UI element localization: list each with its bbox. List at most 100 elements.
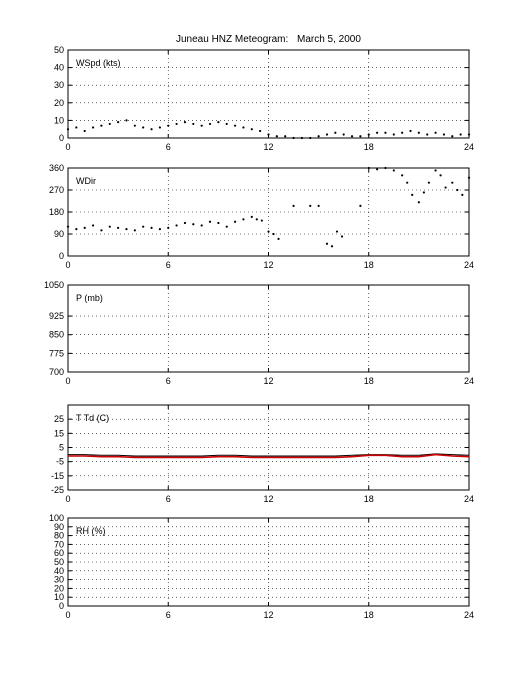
data-point: [255, 218, 258, 221]
data-point: [192, 223, 195, 226]
y-tick-label: 60: [54, 548, 64, 558]
x-tick-label: 6: [166, 494, 171, 504]
data-point: [292, 204, 295, 207]
data-point: [444, 186, 447, 189]
panel-label: P (mb): [76, 293, 103, 303]
y-tick-label: -5: [56, 457, 64, 467]
y-tick-label: 50: [54, 557, 64, 567]
y-tick-label: 180: [49, 207, 64, 217]
data-point: [233, 220, 237, 223]
x-tick-label: 0: [65, 142, 70, 152]
x-tick-label: 18: [364, 494, 374, 504]
x-tick-label: 24: [464, 260, 474, 270]
y-tick-label: 100: [49, 513, 64, 523]
chart-date: March 5, 2000: [297, 34, 361, 45]
panel-4: -25 -15 -5 5 15 25 0 6 12 18 24 T Td (C): [51, 404, 474, 504]
data-point: [167, 226, 170, 229]
y-tick-label: 10: [54, 592, 64, 602]
data-point: [309, 136, 312, 140]
data-point: [467, 133, 471, 136]
y-tick-label: 20: [54, 98, 64, 108]
series-line-1: [68, 453, 470, 457]
data-point: [167, 124, 170, 127]
data-point: [284, 135, 287, 138]
series-line-2: [68, 453, 470, 459]
data-point: [175, 122, 178, 126]
y-tick-label: 360: [49, 163, 64, 173]
chart-title: Juneau HNZ Meteogram:: [176, 34, 288, 45]
y-tick-label: 270: [49, 185, 64, 195]
data-point: [208, 122, 212, 126]
data-point: [217, 121, 220, 124]
data-point: [75, 228, 78, 231]
data-point: [272, 232, 275, 236]
y-tick-label: 70: [54, 539, 64, 549]
data-point: [367, 133, 370, 136]
data-point: [330, 245, 334, 248]
x-tick-label: 12: [263, 142, 273, 152]
data-point: [108, 225, 111, 228]
data-point: [133, 229, 136, 232]
x-tick-label: 18: [364, 260, 374, 270]
x-tick-label: 12: [263, 260, 273, 270]
data-point: [158, 126, 161, 129]
x-tick-label: 18: [364, 610, 374, 620]
data-point: [183, 121, 187, 124]
data-point: [150, 226, 153, 229]
y-tick-label: 10: [54, 115, 64, 125]
data-point: [217, 221, 220, 225]
y-tick-label: 25: [54, 414, 64, 424]
x-tick-label: 12: [263, 610, 273, 620]
data-point: [66, 128, 70, 131]
data-point: [91, 126, 95, 129]
y-tick-label: 1050: [44, 280, 64, 290]
data-point: [340, 235, 344, 238]
data-point: [401, 174, 404, 177]
data-point: [392, 169, 395, 172]
data-point: [183, 221, 187, 225]
data-point: [125, 119, 128, 122]
data-point: [83, 129, 86, 133]
x-tick-label: 24: [464, 610, 474, 620]
data-point: [267, 230, 270, 233]
data-point: [359, 204, 362, 207]
y-tick-label: 40: [54, 63, 64, 73]
data-point: [417, 201, 420, 204]
data-point: [292, 136, 295, 140]
data-point: [417, 131, 420, 134]
x-tick-label: 18: [364, 142, 374, 152]
data-point: [242, 126, 245, 129]
y-tick-label: 15: [54, 428, 64, 438]
x-tick-label: 6: [166, 260, 171, 270]
panel-label: T Td (C): [76, 413, 109, 423]
x-tick-label: 6: [166, 610, 171, 620]
y-tick-label: 40: [54, 566, 64, 576]
data-point: [66, 225, 70, 228]
x-tick-label: 24: [464, 494, 474, 504]
data-point: [461, 193, 464, 196]
data-point: [259, 129, 262, 133]
panel-2: 0 90 180 270 360 0 6 12 18 24 WDir: [49, 163, 474, 270]
data-point: [158, 228, 161, 231]
y-tick-label: 30: [54, 80, 64, 90]
data-point: [125, 228, 128, 231]
data-point: [133, 124, 136, 127]
data-point: [442, 133, 446, 136]
x-tick-label: 0: [65, 610, 70, 620]
y-tick-label: 30: [54, 575, 64, 585]
data-point: [200, 224, 203, 227]
data-point: [117, 121, 120, 124]
data-point: [459, 133, 462, 136]
y-tick-label: 5: [59, 443, 64, 453]
data-point: [350, 135, 354, 138]
data-point: [325, 133, 329, 136]
data-point: [451, 135, 454, 138]
y-tick-label: 850: [49, 330, 64, 340]
data-point: [309, 204, 312, 207]
panel-3: 700 775 850 925 1050 0 6 12 18 24 P (mb): [44, 280, 474, 386]
data-point: [100, 229, 103, 232]
data-point: [334, 131, 337, 134]
panel-label: RH (%): [76, 526, 106, 536]
y-tick-label: -25: [51, 485, 64, 495]
